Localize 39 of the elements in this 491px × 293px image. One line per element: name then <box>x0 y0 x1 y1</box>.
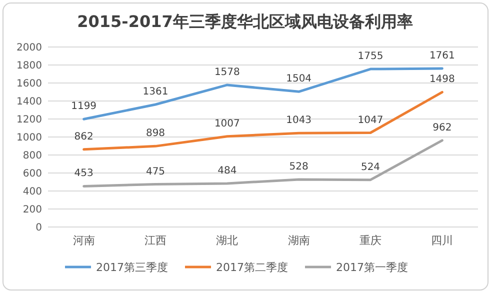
x-tick-label: 湖南 <box>288 234 310 247</box>
data-label: 484 <box>218 165 237 176</box>
y-tick-label: 1200 <box>16 114 42 126</box>
y-tick-label: 200 <box>22 204 42 216</box>
data-label: 1043 <box>286 115 312 126</box>
data-label: 1047 <box>358 114 384 126</box>
y-tick-label: 1000 <box>16 132 42 144</box>
data-label: 1498 <box>429 74 455 86</box>
data-label: 1504 <box>286 74 312 85</box>
data-label: 524 <box>360 162 380 173</box>
data-label: 898 <box>146 128 166 140</box>
x-tick-label: 四川 <box>431 234 454 247</box>
legend-label: 2017第三季度 <box>96 261 168 274</box>
data-label: 453 <box>74 168 94 180</box>
legend-label: 2017第二季度 <box>216 261 288 274</box>
y-tick-label: 600 <box>22 168 42 180</box>
y-tick-label: 800 <box>22 150 42 162</box>
x-tick-label: 重庆 <box>360 234 382 247</box>
y-tick-label: 400 <box>22 186 42 198</box>
data-label: 862 <box>74 131 94 142</box>
data-label: 962 <box>432 122 452 134</box>
x-tick-label: 江西 <box>144 234 166 247</box>
y-tick-label: 1400 <box>16 96 42 108</box>
x-tick-label: 湖北 <box>216 234 238 247</box>
data-label: 1761 <box>429 50 455 62</box>
y-tick-label: 2000 <box>16 42 42 54</box>
data-label: 528 <box>289 161 308 172</box>
legend-label: 2017第一季度 <box>336 261 408 274</box>
data-label: 1199 <box>71 101 97 112</box>
y-tick-label: 1600 <box>16 78 42 90</box>
data-label: 1755 <box>358 51 384 62</box>
data-label: 1361 <box>142 86 168 98</box>
data-label: 1007 <box>214 118 240 130</box>
y-tick-label: 1800 <box>16 60 42 72</box>
data-label: 475 <box>146 166 166 178</box>
chart-title: 2015-2017年三季度华北区域风电设备利用率 <box>77 12 413 31</box>
y-tick-label: 0 <box>36 222 42 234</box>
data-label: 1578 <box>214 66 240 78</box>
x-tick-label: 河南 <box>72 234 95 247</box>
